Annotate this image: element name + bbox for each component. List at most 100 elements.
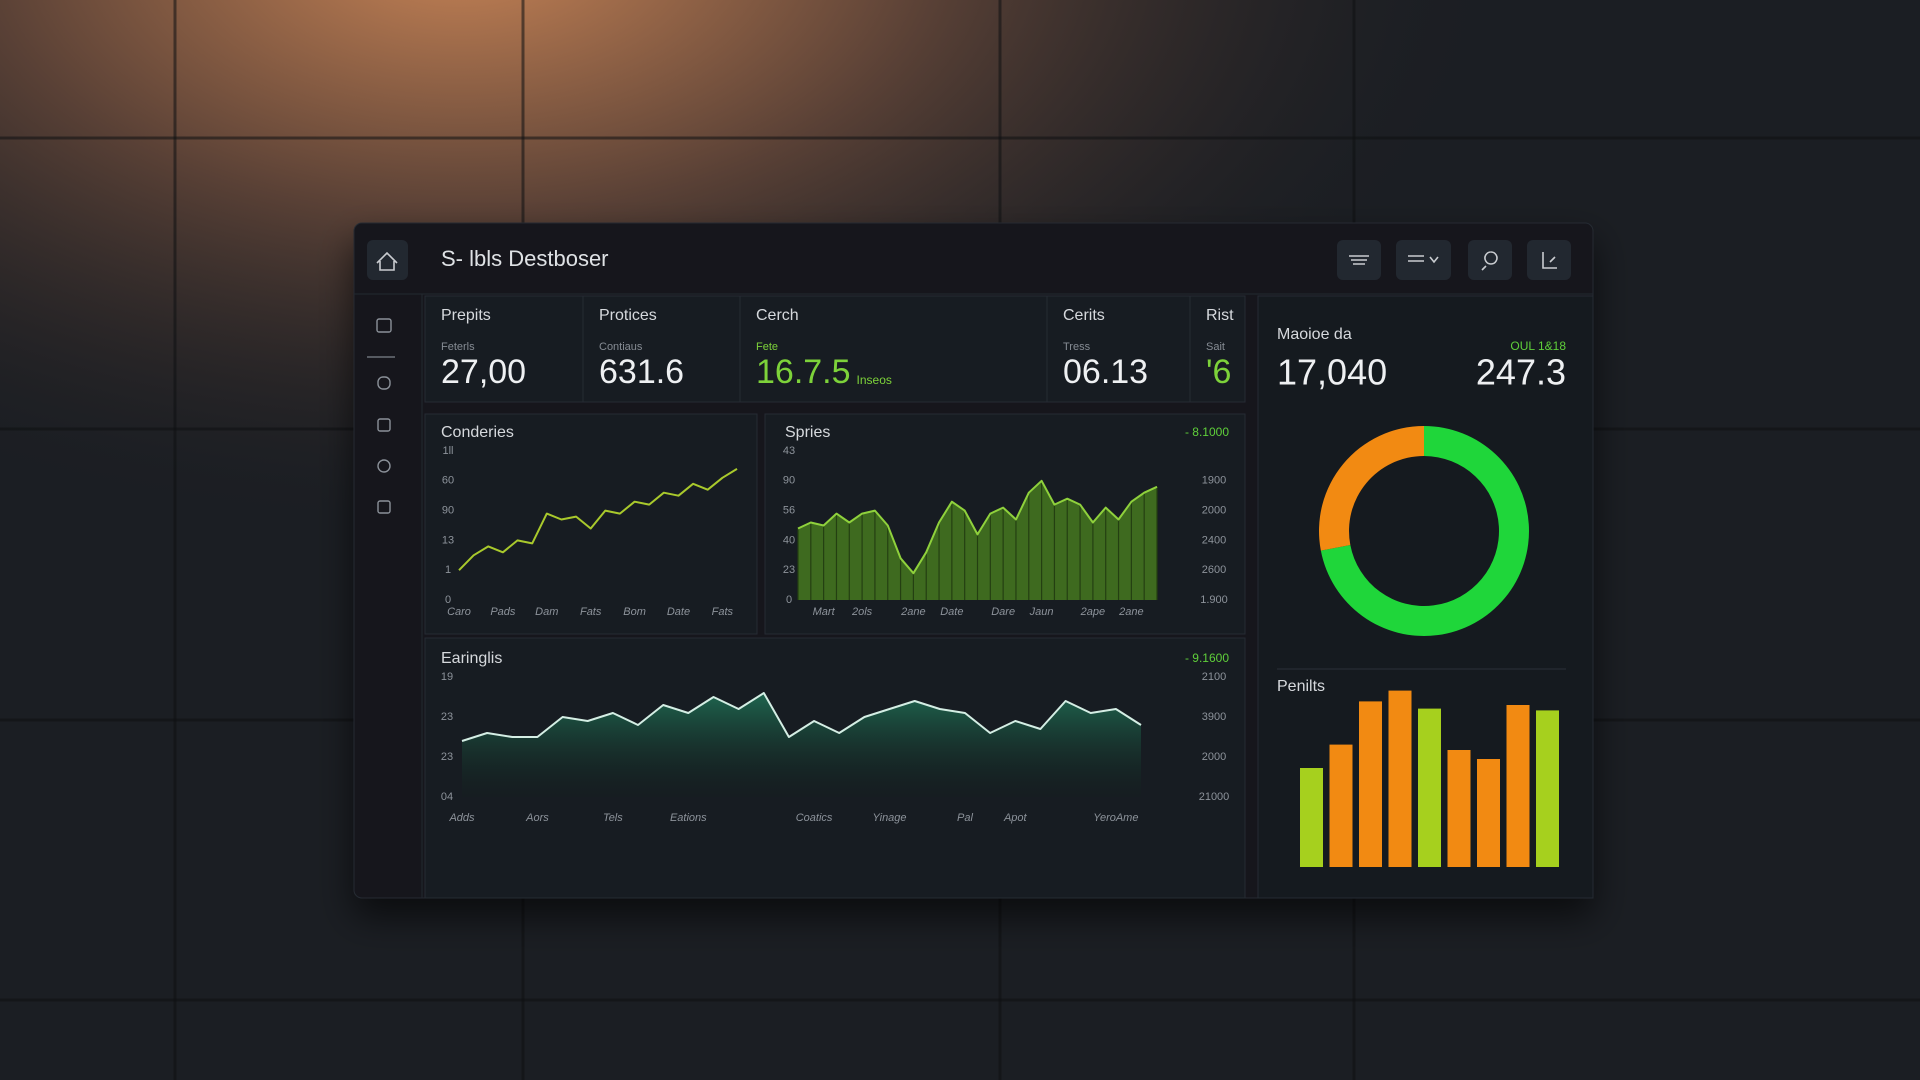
bar bbox=[1506, 705, 1530, 867]
y2-tick-label: 1.900 bbox=[1200, 594, 1228, 606]
y-tick-label: 90 bbox=[783, 475, 795, 487]
kpi-value: 27,00 bbox=[441, 353, 526, 391]
x-tick-label: Dare bbox=[991, 606, 1015, 618]
chart-title: Spries bbox=[785, 424, 830, 441]
chart-title: Penilts bbox=[1277, 678, 1325, 695]
kpi-value: 06.13 bbox=[1063, 353, 1148, 391]
x-tick-label: Caro bbox=[447, 606, 471, 618]
x-tick-label: Aors bbox=[525, 812, 549, 824]
kpi-sublabel: Feterls bbox=[441, 341, 475, 353]
y-tick-label: 90 bbox=[442, 505, 454, 517]
y-tick-label: 23 bbox=[441, 751, 453, 763]
toolbar bbox=[1337, 240, 1571, 280]
x-tick-label: Adds bbox=[448, 812, 475, 824]
line bbox=[797, 479, 1158, 575]
nav-icon[interactable] bbox=[377, 418, 391, 432]
x-tick-label: Pads bbox=[490, 606, 516, 618]
nav-icon[interactable] bbox=[377, 376, 391, 390]
x-tick-label: Eations bbox=[670, 812, 707, 824]
bar bbox=[1447, 750, 1471, 867]
search-icon bbox=[1481, 251, 1498, 271]
y2-tick-label: 2400 bbox=[1202, 534, 1226, 546]
x-tick-label: Pal bbox=[957, 812, 973, 824]
x-tick-label: 2ols bbox=[851, 606, 873, 618]
kpi-sublabel: Sait bbox=[1206, 341, 1225, 353]
summary-value: 247.3 bbox=[1476, 352, 1566, 393]
bar bbox=[1418, 708, 1441, 867]
x-tick-label: 2ape bbox=[1080, 606, 1105, 618]
y-tick-label: 60 bbox=[442, 475, 454, 487]
y-tick-label: 13 bbox=[442, 534, 454, 546]
chart-title: Earinglis bbox=[441, 650, 502, 667]
x-tick-label: Fats bbox=[580, 606, 602, 618]
y2-tick-label: 2000 bbox=[1202, 751, 1226, 763]
menu-button[interactable] bbox=[1396, 240, 1451, 280]
x-tick-label: Mart bbox=[813, 606, 836, 618]
nav-icon[interactable] bbox=[377, 459, 391, 473]
kpi-unit: Inseos bbox=[857, 373, 892, 387]
y2-tick-label: 3900 bbox=[1202, 711, 1226, 723]
dashboard-title: S- lbls Destboser bbox=[441, 246, 609, 271]
y-tick-label: 56 bbox=[783, 505, 795, 517]
x-tick-label: Date bbox=[940, 606, 963, 618]
summary-value: 17,040 bbox=[1277, 352, 1387, 393]
x-tick-label: 2ane bbox=[1118, 606, 1143, 618]
y-tick-label: 19 bbox=[441, 671, 453, 683]
y-tick-label: 04 bbox=[441, 791, 453, 803]
summary-label: Maoioe da bbox=[1277, 326, 1352, 343]
sidebar bbox=[367, 318, 395, 514]
bar bbox=[1300, 768, 1323, 867]
y2-tick-label: 2000 bbox=[1202, 505, 1226, 517]
y2-tick-label: 2600 bbox=[1202, 564, 1226, 576]
chart-card bbox=[424, 413, 758, 635]
x-tick-label: Tels bbox=[603, 812, 623, 824]
home-button[interactable] bbox=[367, 240, 408, 280]
donut-segment bbox=[1318, 426, 1424, 551]
x-tick-label: 2ane bbox=[900, 606, 925, 618]
y2-tick-label: 1900 bbox=[1202, 475, 1226, 487]
kpi-value: 631.6 bbox=[599, 353, 684, 391]
kpi-label: Protices bbox=[599, 307, 657, 324]
x-tick-label: Bom bbox=[623, 606, 646, 618]
kpi-label: Rist bbox=[1206, 307, 1234, 324]
y-tick-label: 23 bbox=[441, 711, 453, 723]
home-icon bbox=[376, 251, 398, 271]
bar bbox=[1359, 701, 1382, 867]
bar bbox=[1477, 759, 1500, 867]
kpi-label: Cerch bbox=[756, 307, 799, 324]
y-tick-label: 40 bbox=[783, 534, 795, 546]
kpi-strip bbox=[424, 295, 1246, 403]
filter-icon bbox=[1349, 255, 1369, 265]
kpi-label: Prepits bbox=[441, 307, 491, 324]
kpi-label: Cerits bbox=[1063, 307, 1105, 324]
kpi-sublabel: Fete bbox=[756, 341, 778, 353]
chart-title: Conderies bbox=[441, 424, 514, 441]
x-tick-label: Dam bbox=[535, 606, 558, 618]
menu-icon bbox=[1408, 255, 1439, 264]
y-tick-label: 0 bbox=[445, 594, 451, 606]
nav-icon[interactable] bbox=[377, 500, 391, 514]
x-tick-label: Apot bbox=[1003, 812, 1028, 824]
bar bbox=[1536, 710, 1559, 867]
y2-tick-label: 2100 bbox=[1202, 671, 1226, 683]
chart-tag: - 8.1000 bbox=[1185, 425, 1229, 439]
kpi-sublabel: Tress bbox=[1063, 341, 1091, 353]
x-tick-label: Fats bbox=[712, 606, 734, 618]
line bbox=[461, 692, 1142, 742]
y2-tick-label: 21000 bbox=[1199, 791, 1230, 803]
y-tick-label: 43 bbox=[783, 445, 795, 457]
y-tick-label: 0 bbox=[786, 594, 792, 606]
y-tick-label: 1 bbox=[445, 564, 451, 576]
x-tick-label: Yinage bbox=[872, 812, 906, 824]
nav-icon[interactable] bbox=[376, 318, 392, 333]
x-tick-label: YeroAme bbox=[1093, 812, 1138, 824]
chart-tag: - 9.1600 bbox=[1185, 651, 1229, 665]
line bbox=[458, 468, 738, 571]
bar bbox=[1388, 690, 1412, 867]
export-button[interactable] bbox=[1527, 240, 1571, 280]
x-tick-label: Date bbox=[667, 606, 690, 618]
summary-tag: OUL 1&18 bbox=[1510, 339, 1566, 353]
search-button[interactable] bbox=[1468, 240, 1512, 280]
bar bbox=[1329, 744, 1353, 867]
